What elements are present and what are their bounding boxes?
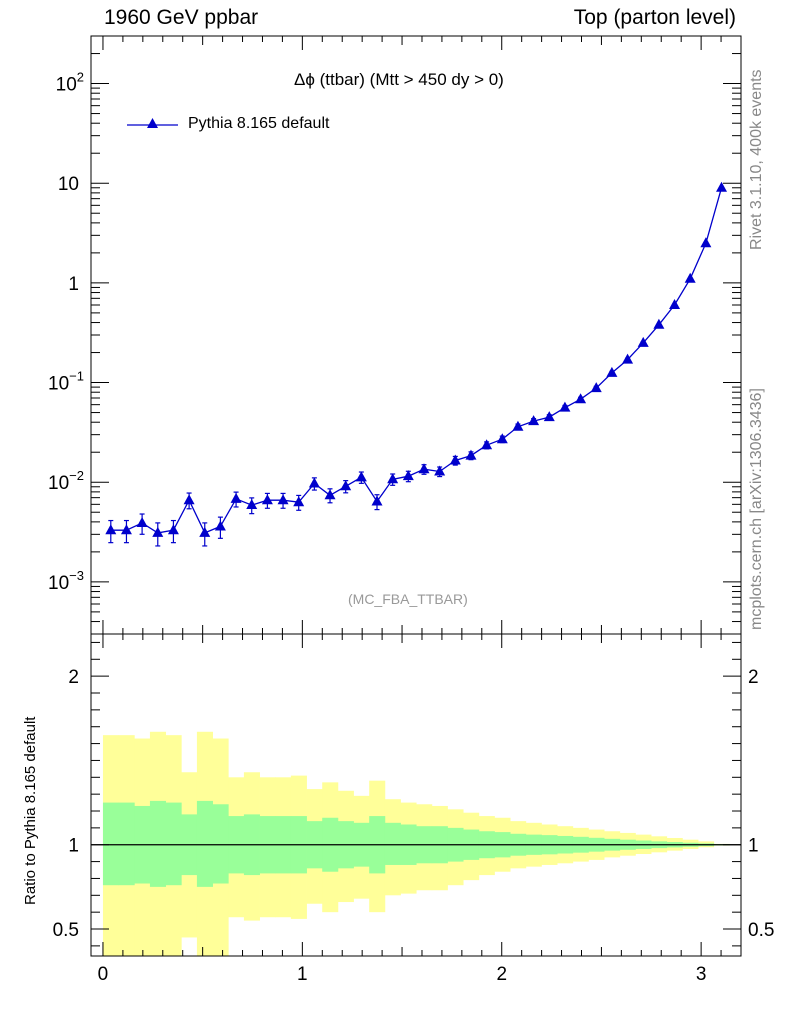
- data-point: [402, 470, 414, 481]
- x-tick-label: 3: [696, 964, 707, 985]
- legend-entry-label: Pythia 8.165 default: [188, 115, 330, 132]
- data-point: [653, 318, 665, 329]
- data-point: [152, 526, 164, 537]
- ratio-band-1sigma-bin: [149, 800, 167, 887]
- ratio-y-tick-label-right: 2: [748, 667, 759, 688]
- ratio-band-1sigma-bin: [384, 822, 401, 865]
- y-tick-label: 102: [56, 70, 84, 96]
- x-tick-label: 1: [297, 964, 308, 985]
- ratio-y-tick-label: 1: [68, 836, 79, 857]
- header-right-label: Top (parton level): [573, 6, 736, 29]
- y-tick-label: 1: [68, 274, 79, 295]
- x-tick-label: 0: [98, 964, 109, 985]
- data-point: [637, 336, 649, 347]
- y-tick-label: 10−1: [48, 369, 84, 395]
- data-point: [355, 471, 367, 482]
- ratio-y-tick-label-right: 1: [748, 836, 759, 857]
- data-point: [481, 439, 493, 450]
- data-point: [700, 237, 712, 248]
- axes: 0 1 2 3 10−3 10−2 10−1 1 10 102 0.5 0.5 1 1 2 2: [48, 35, 774, 985]
- data-point: [606, 366, 618, 377]
- y-tick-label: 10−2: [48, 468, 84, 494]
- data-point: [716, 181, 728, 192]
- data-point: [293, 496, 305, 507]
- y-tick-label: 10: [58, 174, 79, 195]
- data-point: [512, 420, 524, 431]
- data-point: [590, 382, 602, 393]
- ratio-y-tick-label-right: 0.5: [748, 920, 774, 941]
- main-panel: [105, 118, 728, 547]
- ratio-band-1sigma-bin: [196, 800, 213, 887]
- data-point: [387, 473, 399, 484]
- ratio-band-1sigma-bin: [118, 802, 135, 886]
- data-point: [622, 353, 634, 364]
- data-point: [340, 480, 352, 491]
- data-point: [230, 492, 242, 503]
- data-point: [261, 494, 273, 505]
- ratio-band-1sigma-bin: [165, 802, 182, 886]
- data-point: [465, 449, 477, 460]
- ratio-panel: [91, 731, 741, 956]
- plot-title: Δϕ (ttbar) (Mtt > 450 dy > 0): [294, 70, 504, 89]
- data-point: [418, 463, 430, 474]
- analysis-id-label: (MC_FBA_TTBAR): [348, 591, 468, 607]
- data-point: [434, 465, 446, 476]
- data-point: [324, 489, 336, 500]
- data-point: [199, 526, 211, 537]
- ratio-y-tick-label: 2: [68, 667, 79, 688]
- data-point: [183, 494, 195, 505]
- data-point: [669, 298, 681, 309]
- data-point: [214, 520, 226, 531]
- data-point: [167, 524, 179, 535]
- x-tick-label: 2: [496, 964, 507, 985]
- series-line: [110, 187, 723, 534]
- ratio-frame: [90, 633, 742, 957]
- data-point: [246, 499, 258, 510]
- data-point: [371, 495, 383, 506]
- data-point: [308, 477, 320, 488]
- data-point: [277, 494, 289, 505]
- data-point: [543, 411, 555, 422]
- y-tick-label: 10−3: [48, 568, 84, 594]
- legend-marker: [147, 118, 158, 128]
- data-point: [559, 401, 571, 412]
- ratio-band-1sigma-bin: [212, 804, 229, 884]
- data-point: [575, 393, 587, 404]
- data-point: [120, 524, 132, 535]
- data-point: [136, 516, 148, 527]
- main-frame: [90, 35, 742, 635]
- data-point: [684, 272, 696, 283]
- ratio-y-tick-label: 0.5: [53, 920, 79, 941]
- data-point: [528, 415, 540, 426]
- data-point: [105, 524, 117, 535]
- header-left-label: 1960 GeV ppbar: [104, 6, 259, 29]
- ratio-band-1sigma-bin: [102, 802, 120, 886]
- data-point: [449, 454, 461, 465]
- data-point: [496, 433, 508, 444]
